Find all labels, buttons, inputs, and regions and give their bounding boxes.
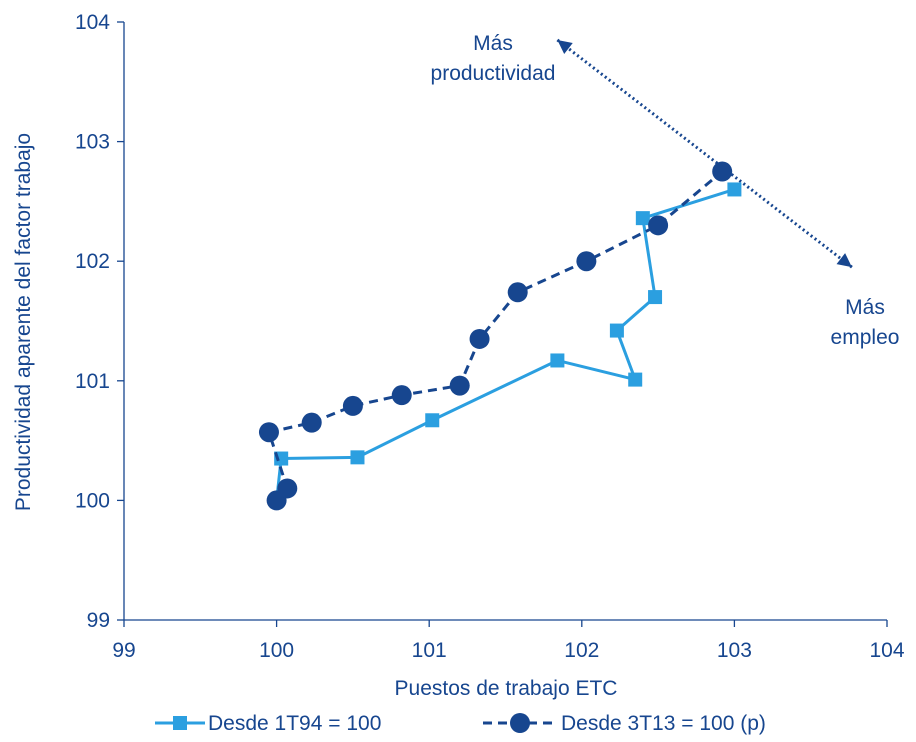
legend-label-series-2: Desde 3T13 = 100 (p) (561, 712, 766, 735)
x-tick-label: 103 (717, 639, 752, 662)
series-1-point (628, 372, 643, 387)
annotation-productivity-line2: productividad (431, 62, 556, 85)
series-1-point (425, 413, 440, 428)
y-tick-label: 102 (75, 250, 110, 273)
series-2-point (576, 251, 597, 272)
x-tick-label: 99 (112, 639, 135, 662)
series-1-point (648, 290, 663, 305)
series-1-point (609, 323, 624, 338)
legend-item-series-2: Desde 3T13 = 100 (p) (483, 712, 766, 735)
y-tick-label: 104 (75, 11, 110, 34)
series-2-point (301, 412, 322, 433)
series-1-point (550, 353, 565, 368)
annotation-arrowhead-end (836, 253, 852, 268)
series-1-point (350, 450, 365, 465)
y-tick-label: 101 (75, 370, 110, 393)
y-axis-label: Productividad aparente del factor trabaj… (12, 133, 35, 511)
y-tick-label: 100 (75, 489, 110, 512)
series-2-point (258, 422, 279, 443)
series-1 (269, 182, 742, 508)
series-2-point (712, 161, 733, 182)
annotation-employment-line2: empleo (831, 326, 900, 349)
annotation-arrow-group (556, 38, 853, 269)
series-2-point (449, 375, 470, 396)
series-2 (258, 161, 733, 511)
series-1-point (727, 182, 742, 197)
series-layer (258, 161, 742, 511)
series-1-point (635, 211, 650, 226)
annotation-employment-line1: Más (845, 296, 885, 319)
series-1-line (275, 188, 735, 501)
x-tick-label: 104 (869, 639, 904, 662)
annotation-arrowhead-start (557, 39, 573, 55)
series-2-point (469, 328, 490, 349)
x-tick-label: 102 (564, 639, 599, 662)
series-2-point (507, 282, 528, 303)
legend-swatch-circle-marker (510, 713, 530, 733)
series-2-point (342, 395, 363, 416)
annotation-arrow-line (556, 38, 853, 269)
x-tick-label: 100 (259, 639, 294, 662)
series-2-point (277, 478, 298, 499)
y-tick-label: 99 (87, 609, 110, 632)
series-2-point (391, 385, 412, 406)
axes: 99 100 101 102 103 104 99 100 101 102 103 104 (75, 11, 905, 662)
legend-label-series-1: Desde 1T94 = 100 (208, 712, 381, 735)
x-tick-label: 101 (412, 639, 447, 662)
legend-item-series-1: Desde 1T94 = 100 (155, 712, 381, 735)
series-2-point (648, 215, 669, 236)
y-tick-label: 103 (75, 131, 110, 154)
x-axis-label: Puestos de trabajo ETC (395, 677, 618, 700)
annotation-productivity-line1: Más (473, 32, 513, 55)
legend-swatch-square-marker (173, 716, 187, 730)
legend: Desde 1T94 = 100 Desde 3T13 = 100 (p) (155, 712, 766, 735)
